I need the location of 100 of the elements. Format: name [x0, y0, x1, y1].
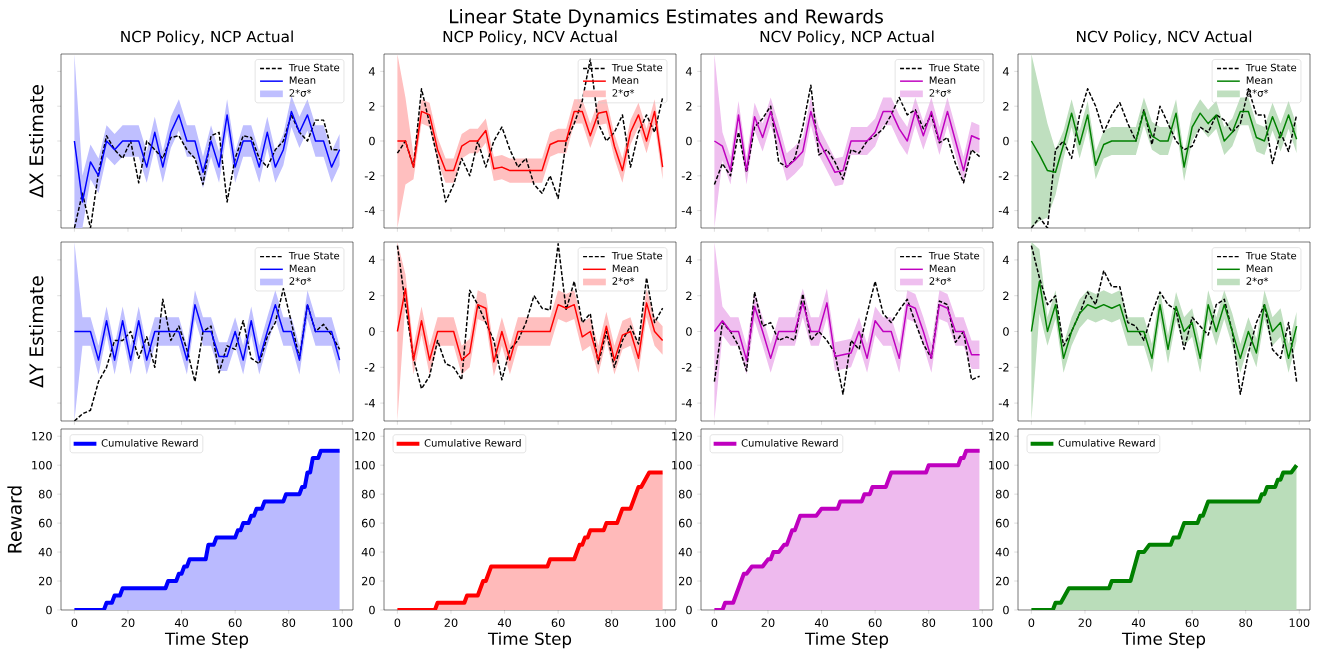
y-tick-label: 40	[361, 547, 375, 557]
legend-label: Mean	[612, 76, 639, 84]
y-tick-label: 0	[1003, 136, 1009, 146]
y-tick-label: 120	[32, 431, 52, 441]
y-axis-title: ΔY Estimate	[28, 276, 44, 388]
annotation: 2*σ*	[289, 89, 312, 97]
x-tick-label: 0	[1028, 618, 1035, 628]
y-tick-label: -2	[364, 171, 375, 181]
legend-label: Mean	[929, 264, 956, 273]
text: Linear State Dynamics Estimates and Rewards	[450, 8, 883, 28]
legend-label: True State	[288, 63, 340, 72]
chart-title: NCV Policy, NCP Actual	[760, 30, 934, 46]
y-tick-label: 80	[361, 489, 375, 499]
legend-label: Mean	[612, 264, 639, 273]
x-axis-title: Time Step	[1121, 632, 1206, 649]
y-tick-label: 2	[369, 291, 375, 300]
x-tick-label: 100	[972, 618, 993, 628]
y-tick-label: 100	[355, 460, 375, 470]
legend-label: Mean	[289, 76, 316, 84]
y-tick-label: 60	[38, 518, 52, 528]
line-series	[396, 58, 664, 203]
y-tick-label: 80	[38, 489, 52, 499]
y-tick-label: -4	[681, 398, 692, 408]
y-tick-label: 100	[32, 460, 52, 470]
x-tick-label: 100	[332, 618, 353, 628]
x-tick-label: 40	[814, 618, 829, 628]
legend-label: Mean	[1246, 264, 1273, 273]
y-tick-label: 60	[678, 518, 692, 528]
annotation: 2*σ*	[1246, 277, 1269, 285]
annotation: 2*σ*	[929, 277, 952, 285]
y-tick-label: 4	[368, 255, 375, 265]
annotation: 2*σ*	[929, 89, 952, 97]
y-axis-title: ΔX Estimate	[28, 85, 44, 198]
y-tick-label: 4	[1002, 255, 1009, 265]
y-tick-label: 4	[1002, 67, 1009, 76]
chart-title: NCP Policy, NCP Actual	[121, 30, 293, 46]
legend-label: True State	[611, 251, 663, 260]
y-tick-label: 0	[1003, 327, 1009, 336]
y-tick-label: -4	[364, 398, 375, 408]
y-tick-label: 80	[678, 489, 692, 499]
y-tick-label: -4	[998, 398, 1009, 408]
y-tick-label: -2	[998, 363, 1009, 372]
x-tick-label: 100	[1289, 618, 1310, 628]
legend-label: Cumulative Reward	[741, 438, 838, 447]
chart-title: NCV Policy, NCV Actual	[1077, 30, 1252, 46]
y-tick-label: -2	[681, 363, 692, 372]
x-axis-title: Time Step	[487, 632, 572, 649]
y-tick-label: 2	[686, 102, 692, 111]
x-tick-label: 40	[497, 618, 512, 628]
legend-label: True State	[928, 251, 980, 260]
x-tick-label: 0	[711, 618, 718, 628]
y-axis-title: Reward	[7, 486, 22, 553]
legend-label: Cumulative Reward	[1058, 438, 1155, 447]
x-tick-label: 0	[71, 618, 78, 628]
legend-label: Mean	[929, 76, 956, 84]
y-tick-label: -2	[364, 363, 375, 372]
legend-label: Cumulative Reward	[101, 438, 198, 447]
y-tick-label: 40	[995, 547, 1009, 557]
y-tick-label: 4	[368, 67, 375, 76]
y-tick-label: 60	[995, 518, 1009, 528]
y-tick-label: 2	[369, 102, 375, 111]
x-tick-label: 80	[282, 618, 296, 628]
x-tick-label: 0	[394, 618, 401, 628]
legend-label: Mean	[1246, 76, 1273, 84]
x-tick-label: 60	[1185, 618, 1199, 628]
legend-label: Cumulative Reward	[424, 438, 521, 447]
y-tick-label: 80	[995, 489, 1009, 499]
y-tick-label: -2	[998, 171, 1009, 181]
x-tick-label: 20	[444, 618, 458, 628]
legend-label: True State	[1245, 63, 1297, 72]
y-tick-label: 120	[989, 431, 1009, 441]
x-tick-label: 80	[605, 618, 619, 628]
y-tick-label: 100	[672, 460, 692, 470]
y-tick-label: 2	[686, 291, 692, 300]
legend-label: True State	[928, 63, 980, 72]
annotation: 2*σ*	[289, 277, 312, 285]
annotation: 2*σ*	[612, 277, 635, 285]
y-tick-label: 0	[686, 605, 692, 615]
y-tick-label: 120	[355, 431, 375, 441]
legend-label: Mean	[289, 264, 316, 273]
y-tick-label: 0	[369, 605, 375, 615]
y-tick-label: -4	[681, 206, 692, 215]
x-tick-label: 100	[655, 618, 676, 628]
y-tick-label: 0	[1003, 605, 1009, 615]
y-tick-label: 2	[1003, 291, 1009, 300]
legend-label: True State	[1245, 251, 1297, 260]
x-tick-label: 20	[1078, 618, 1092, 628]
y-tick-label: -2	[681, 171, 692, 181]
chart-title: NCP Policy, NCV Actual	[443, 30, 617, 46]
y-tick-label: 0	[369, 136, 375, 146]
x-tick-label: 20	[121, 618, 135, 628]
y-tick-label: 20	[995, 576, 1009, 586]
y-tick-label: -4	[998, 206, 1009, 215]
legend-label: True State	[611, 63, 663, 72]
x-tick-label: 40	[174, 618, 189, 628]
y-tick-label: 0	[686, 327, 692, 336]
y-tick-label: 100	[989, 460, 1009, 470]
line-series	[713, 84, 981, 186]
y-tick-label: 60	[361, 518, 375, 528]
x-tick-label: 20	[761, 618, 775, 628]
